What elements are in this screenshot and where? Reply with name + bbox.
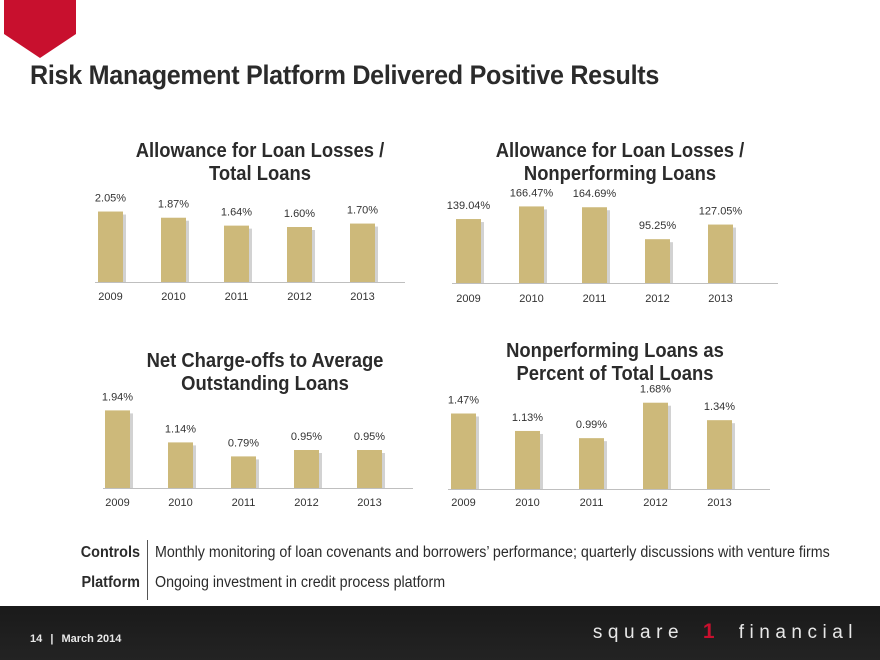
- chart-nonperforming-percent: Nonperforming Loans as Percent of Total …: [395, 340, 835, 540]
- footer-date: March 2014: [61, 633, 122, 645]
- x-tick-label: 2011: [225, 291, 249, 303]
- data-label: 0.95%: [291, 431, 322, 443]
- x-tick-label: 2009: [456, 293, 480, 305]
- data-label: 166.47%: [510, 187, 554, 199]
- controls-text: Monthly monitoring of loan covenants and…: [155, 544, 830, 561]
- data-label: 127.05%: [699, 206, 743, 218]
- data-label: 0.79%: [228, 437, 259, 449]
- data-label: 1.13%: [512, 412, 543, 424]
- brand-right: financial: [738, 622, 858, 643]
- x-tick-label: 2012: [643, 497, 667, 509]
- chart-title-line: Total Loans: [209, 163, 311, 185]
- chart-title-line: Nonperforming Loans: [523, 163, 717, 185]
- data-label: 1.14%: [165, 423, 196, 435]
- data-label: 1.47%: [448, 394, 479, 406]
- data-label: 2.05%: [95, 193, 126, 205]
- x-tick-label: 2010: [161, 291, 185, 303]
- chart-title-line: Nonperforming Loans as: [506, 340, 724, 362]
- bar: [645, 239, 670, 283]
- summary-table: Controls Monthly monitoring of loan cove…: [60, 540, 860, 602]
- footer: 14 | March 2014 square 1 financial: [0, 606, 880, 660]
- chart-plot: 1.94% 2009 1.14% 2010 0.79% 2011 0.95% 2012 0.95…: [102, 391, 413, 509]
- data-label: 0.99%: [576, 419, 607, 431]
- x-tick-label: 2011: [580, 497, 604, 509]
- data-label: 164.69%: [573, 188, 617, 200]
- x-tick-label: 2012: [294, 497, 318, 509]
- x-tick-label: 2013: [707, 497, 731, 509]
- page-number: 14: [30, 633, 43, 645]
- x-tick-label: 2010: [515, 497, 539, 509]
- x-tick-label: 2011: [583, 293, 607, 305]
- bar: [582, 207, 607, 283]
- brand-left: square: [592, 622, 685, 643]
- x-tick-label: 2010: [519, 293, 543, 305]
- data-label: 1.70%: [347, 205, 378, 217]
- data-label: 1.68%: [640, 384, 671, 396]
- bar: [707, 420, 732, 489]
- x-tick-label: 2009: [105, 497, 129, 509]
- x-tick-label: 2009: [98, 291, 122, 303]
- x-tick-label: 2013: [350, 291, 374, 303]
- chart-plot: 139.04% 2009 166.47% 2010 164.69% 2011 95.25% 2…: [447, 187, 778, 305]
- chart-title-line: Net Charge-offs to Average: [146, 350, 384, 372]
- data-label: 1.87%: [158, 199, 189, 211]
- footer-separator: |: [50, 633, 54, 645]
- platform-label: Platform: [81, 574, 140, 591]
- chart-allowance-nonperforming: Allowance for Loan Losses / Nonperformin…: [400, 140, 840, 340]
- bar: [515, 430, 540, 489]
- chart-net-chargeoffs: Net Charge-offs to Average Outstanding L…: [45, 350, 485, 550]
- bar: [708, 224, 733, 283]
- red-corner-logo: [4, 0, 76, 58]
- bar: [105, 410, 130, 488]
- bar: [161, 217, 186, 282]
- footer-page-info: 14 | March 2014: [30, 633, 121, 645]
- chart-title: Nonperforming Loans as Percent of Total …: [413, 340, 818, 386]
- x-tick-label: 2011: [232, 497, 256, 509]
- data-label: 1.94%: [102, 391, 133, 403]
- divider: [147, 540, 148, 600]
- x-tick-label: 2009: [451, 497, 475, 509]
- chart-title-line: Allowance for Loan Losses /: [135, 140, 385, 162]
- data-label: 139.04%: [447, 200, 491, 212]
- bar: [519, 206, 544, 283]
- bar: [168, 442, 193, 488]
- platform-text: Ongoing investment in credit process pla…: [155, 574, 446, 591]
- bar: [224, 225, 249, 282]
- page-title: Risk Management Platform Delivered Posit…: [30, 60, 660, 90]
- chart-title-line: Allowance for Loan Losses /: [495, 140, 745, 162]
- x-tick-label: 2013: [708, 293, 732, 305]
- chart-plot: 2.05% 2009 1.87% 2010 1.64% 2011 1.60% 2012 1.70…: [95, 193, 405, 303]
- bar: [451, 413, 476, 489]
- chart-title: Allowance for Loan Losses / Total Loans: [58, 140, 463, 186]
- chart-title-line: Outstanding Loans: [181, 373, 349, 395]
- chart-title-line: Percent of Total Loans: [516, 363, 714, 385]
- bar: [579, 438, 604, 489]
- bar: [231, 456, 256, 488]
- x-tick-label: 2010: [168, 497, 192, 509]
- bar: [350, 223, 375, 282]
- chart-allowance-total-loans: Allowance for Loan Losses / Total Loans …: [40, 140, 480, 340]
- bar: [643, 402, 668, 489]
- data-label: 95.25%: [639, 220, 677, 232]
- bar: [456, 219, 481, 283]
- bar: [98, 211, 123, 282]
- chart-title: Allowance for Loan Losses / Nonperformin…: [418, 140, 823, 186]
- controls-label: Controls: [80, 544, 140, 561]
- x-tick-label: 2012: [287, 291, 311, 303]
- data-label: 1.60%: [284, 208, 315, 220]
- x-tick-label: 2013: [357, 497, 381, 509]
- bar: [294, 450, 319, 488]
- brand-number: 1: [702, 620, 720, 643]
- chart-title: Net Charge-offs to Average Outstanding L…: [63, 350, 468, 396]
- data-label: 1.64%: [221, 207, 252, 219]
- bar: [287, 227, 312, 282]
- data-label: 1.34%: [704, 401, 735, 413]
- data-label: 0.95%: [354, 431, 385, 443]
- chart-plot: 1.47% 2009 1.13% 2010 0.99% 2011 1.68% 2012 1.34…: [448, 384, 770, 509]
- brand-logo: square 1 financial: [593, 620, 858, 644]
- bar: [357, 450, 382, 488]
- x-tick-label: 2012: [645, 293, 669, 305]
